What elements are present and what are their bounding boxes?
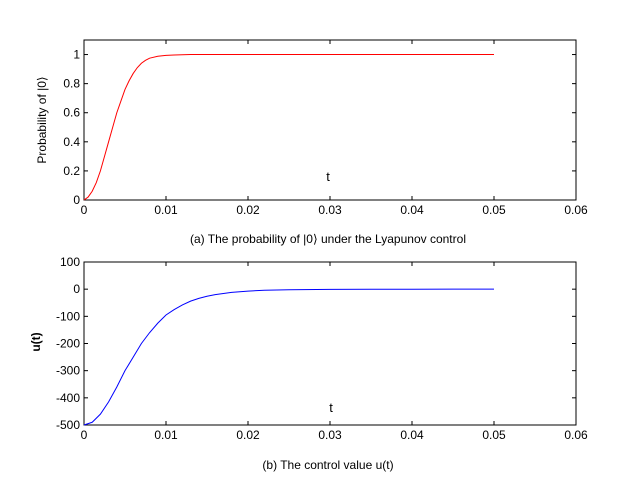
probability-x-axis-label: t [326, 169, 330, 184]
probability-y-tick-label: 0.6 [63, 106, 80, 120]
probability-y-tick-label: 1 [73, 48, 80, 62]
probability-y-tick-label: 0.2 [63, 164, 80, 178]
probability-x-tick-label: 0.01 [154, 203, 178, 217]
control-series-line [83, 288, 494, 426]
probability-x-tick-label: 0.02 [236, 203, 260, 217]
control-caption: (b) The control value u(t) [262, 458, 393, 472]
probability-y-tick-label: 0.8 [63, 77, 80, 91]
control-y-ticks: -500 -400 -300 -200 -100 0 100 [56, 255, 576, 432]
control-y-tick-label: -100 [56, 309, 80, 323]
probability-plot-frame [83, 39, 577, 201]
probability-y-tick-label: 0 [73, 193, 80, 207]
control-panel: 0 0.01 0.02 0.03 0.04 0.05 0.06 -500 -400 -300 -2… [29, 255, 588, 472]
probability-series-layer [83, 54, 494, 201]
control-y-tick-label: 0 [73, 282, 80, 296]
control-x-tick-label: 0.05 [482, 428, 506, 442]
probability-x-tick-label: 0.03 [318, 203, 342, 217]
probability-x-tick-label: 0.06 [564, 203, 588, 217]
probability-x-ticks: 0 0.01 0.02 0.03 0.04 0.05 0.06 [81, 40, 588, 217]
probability-y-tick-label: 0.4 [63, 135, 80, 149]
control-x-axis-label: t [329, 400, 333, 415]
control-x-tick-label: 0 [81, 428, 88, 442]
control-y-tick-label: 100 [60, 255, 80, 269]
control-y-axis-label: u(t) [29, 332, 43, 351]
probability-panel: 0 0.01 0.02 0.03 0.04 0.05 0.06 0 0.2 0.4 0.6 0.8 1… [35, 39, 588, 246]
control-x-tick-label: 0.01 [154, 428, 178, 442]
control-y-tick-label: -400 [56, 391, 80, 405]
control-y-tick-label: -300 [56, 364, 80, 378]
probability-caption: (a) The probability of |0⟩ under the Lya… [190, 232, 466, 246]
control-y-tick-label: -200 [56, 337, 80, 351]
control-x-tick-label: 0.04 [400, 428, 424, 442]
probability-x-tick-label: 0.05 [482, 203, 506, 217]
control-x-tick-label: 0.06 [564, 428, 588, 442]
probability-y-ticks: 0 0.2 0.4 0.6 0.8 1 [63, 48, 576, 207]
probability-series-line [83, 54, 494, 201]
probability-x-tick-label: 0.04 [400, 203, 424, 217]
control-x-ticks: 0 0.01 0.02 0.03 0.04 0.05 0.06 [81, 262, 588, 442]
control-y-tick-label: -500 [56, 418, 80, 432]
probability-y-axis-label: Probability of |0⟩ [35, 76, 49, 163]
control-series-layer [83, 288, 494, 426]
control-x-tick-label: 0.03 [318, 428, 342, 442]
probability-x-tick-label: 0 [81, 203, 88, 217]
control-x-tick-label: 0.02 [236, 428, 260, 442]
